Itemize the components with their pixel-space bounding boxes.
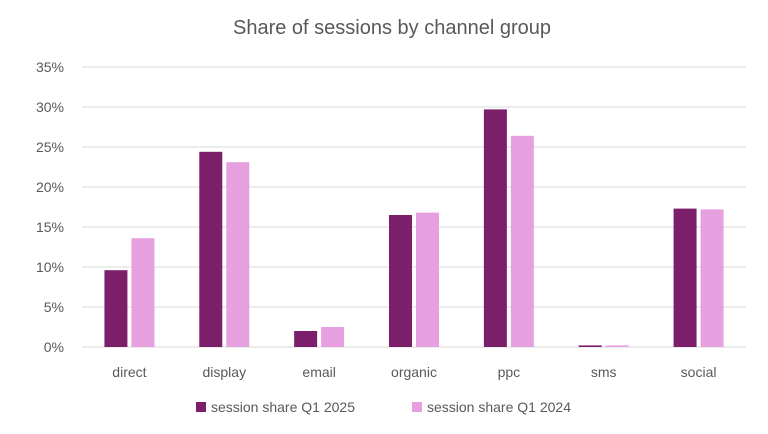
bar-social-series-2 (700, 209, 724, 347)
x-tick-label: sms (591, 364, 617, 380)
bar-organic-series-1 (389, 215, 412, 347)
bar-sms-series-1 (578, 345, 602, 347)
x-tick-label: direct (112, 364, 146, 380)
legend-swatch (412, 402, 422, 412)
chart-title: Share of sessions by channel group (233, 17, 551, 39)
legend: session share Q1 2025 session share Q1 20… (196, 399, 571, 415)
x-tick-label: organic (391, 364, 437, 380)
bar-social-series-1 (673, 208, 697, 347)
x-axis-ticks: direct display email organic ppc sms social (112, 364, 716, 380)
legend-label: session share Q1 2025 (211, 399, 355, 415)
bar-ppc-series-1 (483, 109, 507, 348)
y-tick-label: 25% (36, 139, 64, 155)
x-tick-label: social (681, 364, 717, 380)
y-tick-label: 0% (44, 339, 64, 355)
bar-ppc-series-2 (510, 135, 534, 347)
bar-display-series-2 (226, 162, 250, 347)
bar-direct-series-1 (104, 270, 128, 347)
bar-email-series-2 (321, 327, 345, 347)
bar-direct-series-2 (131, 238, 155, 347)
y-tick-label: 20% (36, 179, 64, 195)
bars (104, 109, 724, 348)
y-tick-label: 10% (36, 259, 64, 275)
y-axis-ticks: 0% 5% 10% 15% 20% 25% 30% 35% (36, 59, 64, 355)
x-tick-label: ppc (498, 364, 521, 380)
bar-email-series-1 (294, 331, 318, 347)
gridlines (82, 66, 746, 348)
bar-sms-series-2 (605, 345, 629, 347)
y-tick-label: 15% (36, 219, 64, 235)
y-tick-label: 30% (36, 99, 64, 115)
legend-swatch (196, 402, 206, 412)
x-tick-label: email (302, 364, 335, 380)
legend-label: session share Q1 2024 (427, 399, 571, 415)
bar-organic-series-2 (416, 212, 439, 347)
x-tick-label: display (202, 364, 246, 380)
bar-display-series-1 (199, 151, 223, 347)
y-tick-label: 5% (44, 299, 64, 315)
y-tick-label: 35% (36, 59, 64, 75)
